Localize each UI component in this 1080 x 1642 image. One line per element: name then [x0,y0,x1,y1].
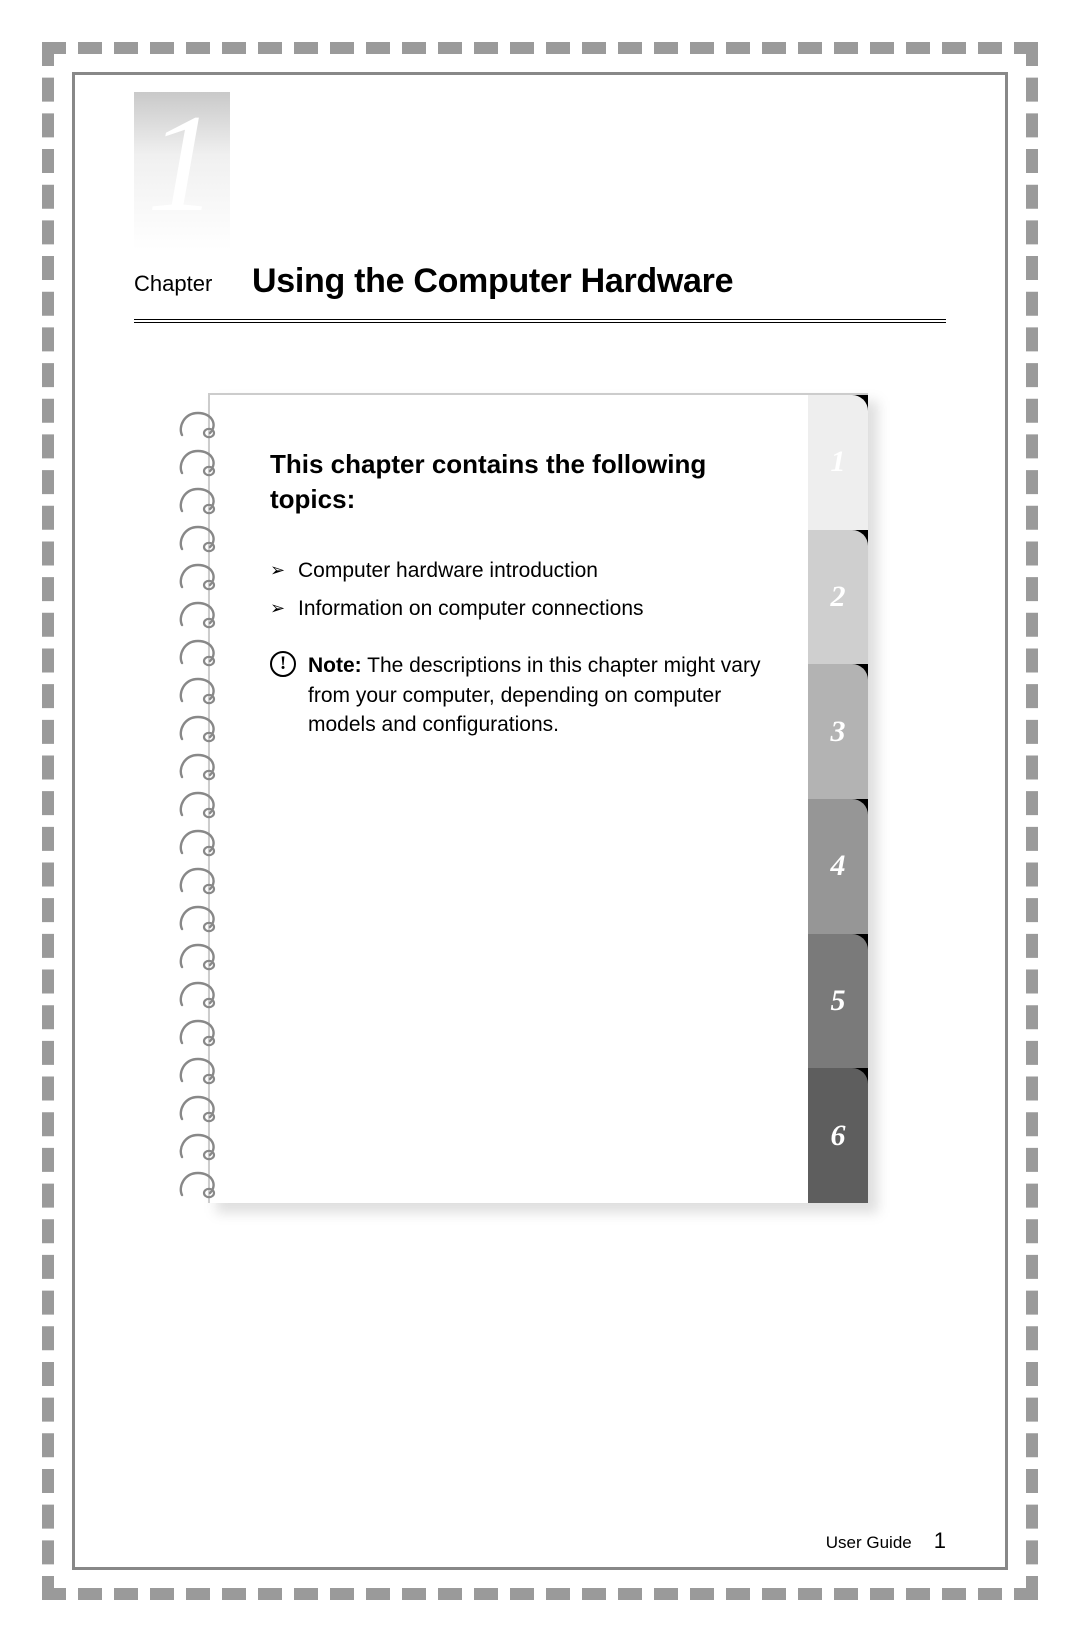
spiral-ring-icon [176,483,220,517]
spiral-ring-icon [176,597,220,631]
notebook-tab: 2 [808,530,868,665]
chapter-header: 1 Chapter Using the Computer Hardware [134,116,946,323]
footer-doc-title: User Guide [826,1533,912,1553]
note-block: ! Note: The descriptions in this chapter… [270,651,790,739]
topics-notebook: 123456 This chapter contains the followi… [168,393,868,1203]
notebook-tab: 5 [808,934,868,1069]
chapter-number: 1 [134,92,230,234]
topic-item: Information on computer connections [270,597,790,621]
notebook-page: 123456 This chapter contains the followi… [208,393,868,1203]
spiral-ring-icon [176,521,220,555]
spiral-ring-icon [176,407,220,441]
notebook-tab: 3 [808,664,868,799]
topic-list: Computer hardware introduction Informatio… [270,559,790,621]
spiral-ring-icon [176,1053,220,1087]
spiral-ring-icon [176,939,220,973]
spiral-ring-icon [176,711,220,745]
spiral-ring-icon [176,977,220,1011]
spiral-ring-icon [176,1015,220,1049]
spiral-ring-icon [176,749,220,783]
note-icon: ! [270,651,296,677]
topics-heading: This chapter contains the following topi… [270,447,790,517]
topic-item: Computer hardware introduction [270,559,790,583]
notebook-tabs: 123456 [808,395,868,1203]
chapter-number-badge: 1 [134,92,230,250]
spiral-ring-icon [176,1167,220,1201]
spiral-ring-icon [176,825,220,859]
notebook-tab: 1 [808,395,868,530]
spiral-ring-icon [176,901,220,935]
spiral-ring-icon [176,673,220,707]
chapter-title: Using the Computer Hardware [252,116,946,301]
chapter-label: Chapter [134,271,212,297]
spiral-ring-icon [176,1091,220,1125]
notebook-content: This chapter contains the following topi… [270,447,790,739]
note-body: The descriptions in this chapter might v… [308,654,760,736]
page-footer: User Guide 1 [826,1528,946,1554]
page: 1 Chapter Using the Computer Hardware 12… [78,78,1002,1564]
spiral-ring-icon [176,445,220,479]
spiral-ring-icon [176,787,220,821]
note-label: Note: [308,654,362,677]
spiral-ring-icon [176,635,220,669]
spiral-binding [176,407,220,1201]
footer-page-number: 1 [934,1528,946,1554]
notebook-tab: 6 [808,1068,868,1203]
notebook-tab: 4 [808,799,868,934]
spiral-ring-icon [176,863,220,897]
note-text: Note: The descriptions in this chapter m… [308,651,790,739]
spiral-ring-icon [176,559,220,593]
spiral-ring-icon [176,1129,220,1163]
